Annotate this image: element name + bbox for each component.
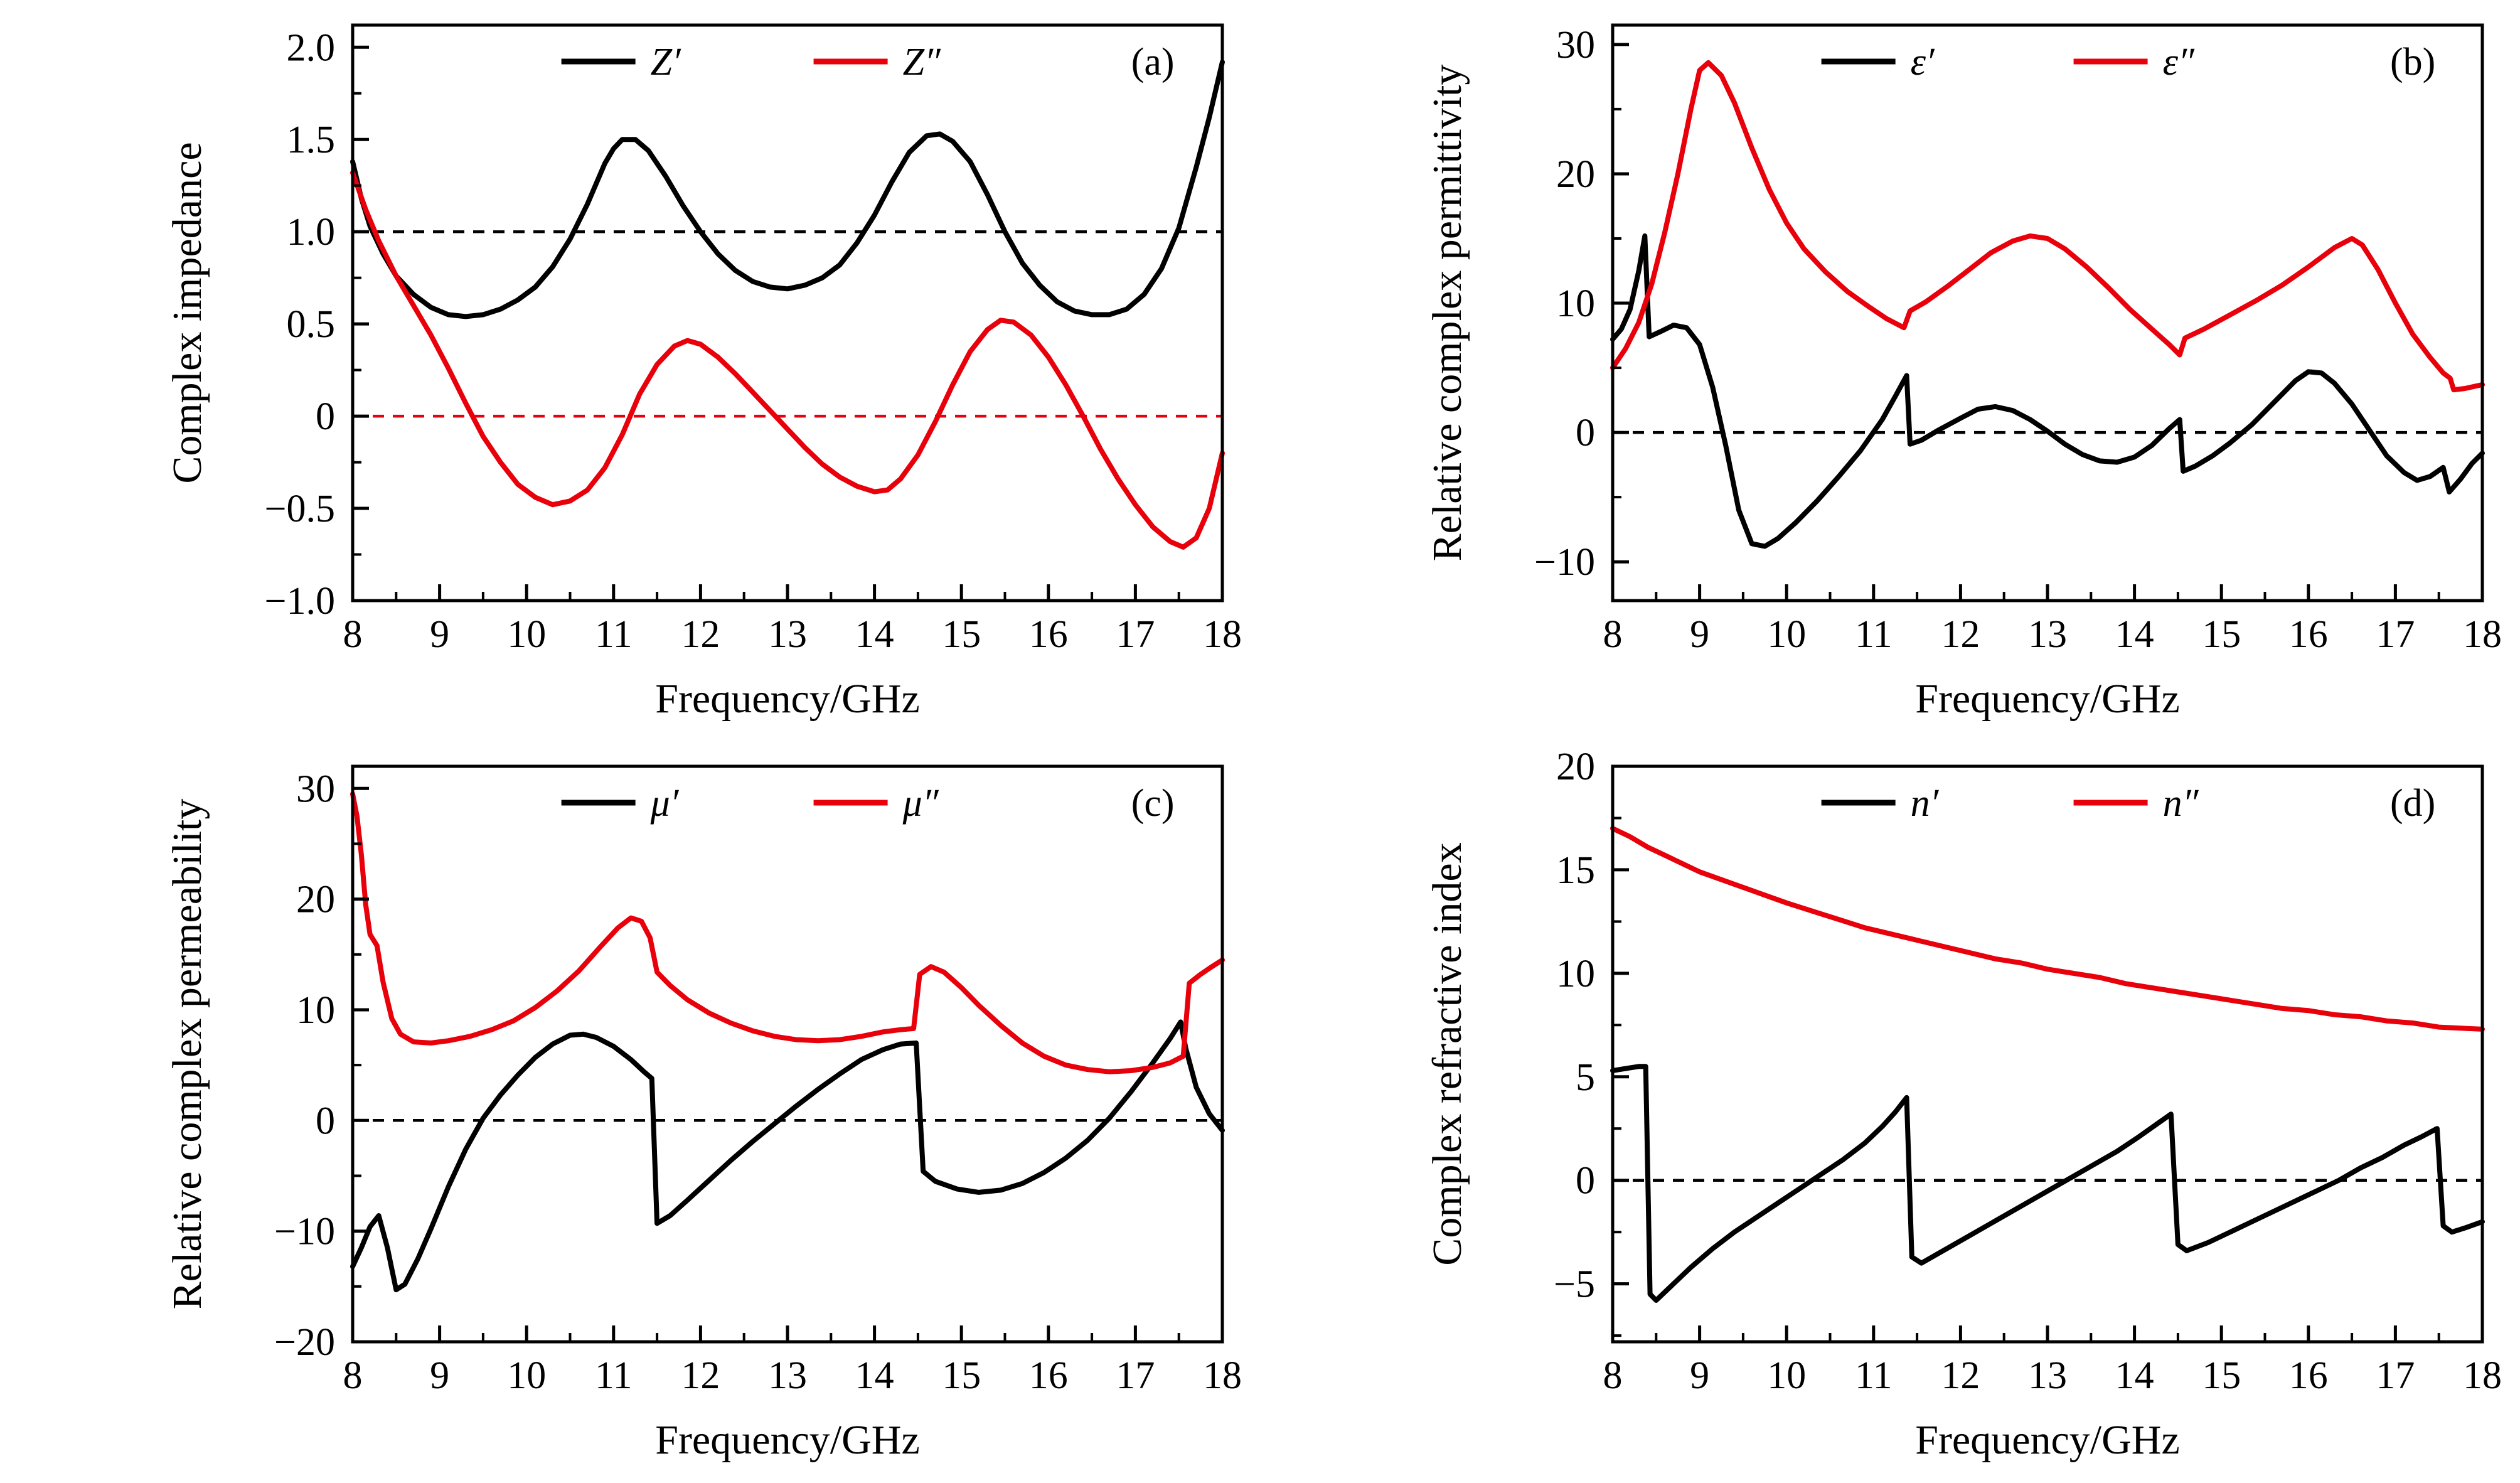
svg-text:13: 13 xyxy=(768,1354,807,1397)
svg-text:−0.5: −0.5 xyxy=(265,488,335,530)
svg-text:18: 18 xyxy=(2463,1354,2502,1397)
svg-text:−5: −5 xyxy=(1554,1263,1595,1306)
svg-text:11: 11 xyxy=(1855,613,1893,656)
chart-panel-b: 8 9 10 11 12 13 14 15 16 17 18 −10 0 10 20 30 Frequency/… xyxy=(1424,23,2502,722)
svg-text:Relative complex permeability: Relative complex permeability xyxy=(164,799,210,1310)
svg-text:13: 13 xyxy=(2028,613,2067,656)
svg-text:9: 9 xyxy=(1690,1354,1709,1397)
svg-text:−10: −10 xyxy=(274,1211,335,1253)
svg-text:8: 8 xyxy=(343,1354,363,1397)
chart-panel-c: 8 9 10 11 12 13 14 15 16 17 18 −20 −10 0 10 20 30 Frequen… xyxy=(164,764,1242,1463)
svg-text:11: 11 xyxy=(1855,1354,1893,1397)
svg-text:2.0: 2.0 xyxy=(287,26,336,69)
svg-text:16: 16 xyxy=(2289,1354,2328,1397)
svg-text:12: 12 xyxy=(1941,1354,1980,1397)
svg-text:12: 12 xyxy=(681,1354,720,1397)
svg-text:1.5: 1.5 xyxy=(287,119,336,161)
svg-text:−10: −10 xyxy=(1534,541,1595,584)
svg-text:Frequency/GHz: Frequency/GHz xyxy=(1915,676,2180,722)
svg-text:15: 15 xyxy=(2202,1354,2241,1397)
svg-text:Z′: Z′ xyxy=(651,41,681,83)
svg-text:(c): (c) xyxy=(1131,782,1175,825)
svg-text:30: 30 xyxy=(296,768,335,810)
svg-text:18: 18 xyxy=(2463,613,2502,656)
svg-text:Relative complex permittivity: Relative complex permittivity xyxy=(1424,65,1470,562)
svg-text:n″: n″ xyxy=(2163,782,2199,825)
svg-text:μ″: μ″ xyxy=(902,782,939,825)
svg-text:20: 20 xyxy=(296,879,335,921)
svg-text:15: 15 xyxy=(942,613,981,656)
svg-text:(b): (b) xyxy=(2390,41,2435,83)
svg-text:30: 30 xyxy=(1556,24,1595,67)
svg-text:18: 18 xyxy=(1203,613,1242,656)
svg-text:10: 10 xyxy=(296,989,335,1032)
svg-text:13: 13 xyxy=(768,613,807,656)
svg-text:12: 12 xyxy=(681,613,720,656)
svg-text:10: 10 xyxy=(1556,953,1595,995)
svg-text:17: 17 xyxy=(1116,613,1155,656)
svg-text:16: 16 xyxy=(2289,613,2328,656)
panel-d: 8 9 10 11 12 13 14 15 16 17 18 −5 0 5 10 15 20 Frequency/… xyxy=(1260,741,2520,1483)
svg-text:14: 14 xyxy=(2115,1354,2154,1397)
svg-text:11: 11 xyxy=(595,1354,633,1397)
panel-a: 8 9 10 11 12 13 14 15 16 17 18 −1.0 −0.5 0 0.5 1.0 1.5 2.… xyxy=(0,0,1260,741)
svg-text:17: 17 xyxy=(1116,1354,1155,1397)
panel-b: 8 9 10 11 12 13 14 15 16 17 18 −10 0 10 20 30 Frequency/… xyxy=(1260,0,2520,741)
svg-text:1.0: 1.0 xyxy=(287,211,336,254)
svg-text:15: 15 xyxy=(2202,613,2241,656)
svg-text:8: 8 xyxy=(1603,613,1623,656)
svg-text:n′: n′ xyxy=(1911,782,1940,825)
svg-text:(d): (d) xyxy=(2390,782,2435,825)
svg-text:10: 10 xyxy=(1556,282,1595,325)
svg-text:Complex impedance: Complex impedance xyxy=(164,142,210,483)
svg-text:8: 8 xyxy=(1603,1354,1623,1397)
svg-text:17: 17 xyxy=(2376,613,2415,656)
svg-text:0.5: 0.5 xyxy=(287,303,336,346)
svg-text:11: 11 xyxy=(595,613,633,656)
svg-text:14: 14 xyxy=(855,1354,894,1397)
svg-text:9: 9 xyxy=(430,613,449,656)
svg-text:12: 12 xyxy=(1941,613,1980,656)
svg-text:Frequency/GHz: Frequency/GHz xyxy=(1915,1417,2180,1463)
svg-text:10: 10 xyxy=(507,613,546,656)
svg-text:−20: −20 xyxy=(274,1321,335,1364)
svg-text:8: 8 xyxy=(343,613,363,656)
svg-text:5: 5 xyxy=(1576,1056,1595,1099)
svg-text:Z″: Z″ xyxy=(903,41,941,83)
svg-text:0: 0 xyxy=(316,395,335,438)
svg-text:16: 16 xyxy=(1029,613,1068,656)
panel-c: 8 9 10 11 12 13 14 15 16 17 18 −20 −10 0 10 20 30 Frequen… xyxy=(0,741,1260,1483)
svg-text:16: 16 xyxy=(1029,1354,1068,1397)
svg-text:10: 10 xyxy=(507,1354,546,1397)
svg-text:10: 10 xyxy=(1767,1354,1806,1397)
svg-text:(a): (a) xyxy=(1131,41,1175,83)
svg-text:Complex refractive index: Complex refractive index xyxy=(1424,842,1470,1265)
svg-text:20: 20 xyxy=(1556,746,1595,788)
svg-text:0: 0 xyxy=(1576,1160,1595,1202)
svg-text:−1.0: −1.0 xyxy=(265,580,335,623)
svg-text:ε″: ε″ xyxy=(2163,41,2195,83)
svg-text:18: 18 xyxy=(1203,1354,1242,1397)
chart-panel-a: 8 9 10 11 12 13 14 15 16 17 18 −1.0 −0.5 0 0.5 1.0 1.5 2.… xyxy=(164,23,1242,722)
svg-text:15: 15 xyxy=(1556,849,1595,892)
svg-text:9: 9 xyxy=(430,1354,449,1397)
svg-text:0: 0 xyxy=(316,1100,335,1142)
svg-text:ε′: ε′ xyxy=(1911,41,1935,83)
svg-text:0: 0 xyxy=(1576,412,1595,454)
svg-text:14: 14 xyxy=(855,613,894,656)
svg-text:10: 10 xyxy=(1767,613,1806,656)
svg-text:13: 13 xyxy=(2028,1354,2067,1397)
svg-text:9: 9 xyxy=(1690,613,1709,656)
svg-text:20: 20 xyxy=(1556,153,1595,196)
svg-text:14: 14 xyxy=(2115,613,2154,656)
svg-text:Frequency/GHz: Frequency/GHz xyxy=(655,676,920,722)
svg-text:17: 17 xyxy=(2376,1354,2415,1397)
chart-panel-d: 8 9 10 11 12 13 14 15 16 17 18 −5 0 5 10 15 20 Frequency/… xyxy=(1424,746,2502,1463)
svg-text:15: 15 xyxy=(942,1354,981,1397)
svg-text:μ′: μ′ xyxy=(650,782,680,825)
svg-text:Frequency/GHz: Frequency/GHz xyxy=(655,1417,920,1463)
